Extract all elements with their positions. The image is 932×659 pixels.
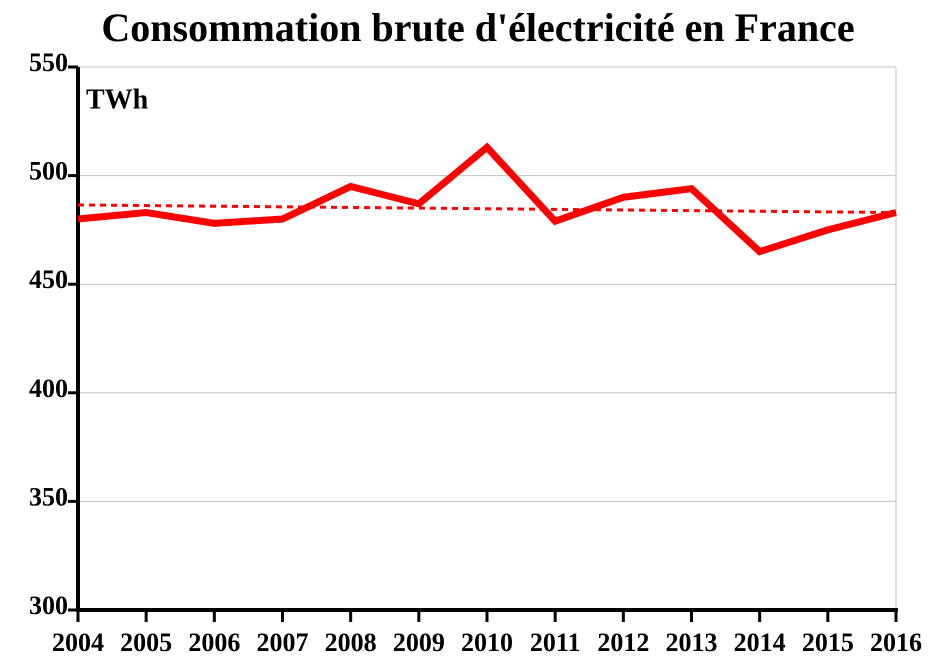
x-tick-label: 2016: [870, 628, 922, 657]
x-tick-label: 2013: [666, 628, 718, 657]
x-tick-label: 2012: [597, 628, 649, 657]
y-tick-label: 300: [29, 591, 68, 620]
x-tick-label: 2011: [530, 628, 581, 657]
x-tick-label: 2008: [325, 628, 377, 657]
chart-title: Consommation brute d'électricité en Fran…: [101, 5, 854, 50]
x-tick-label: 2009: [393, 628, 445, 657]
x-tick-label: 2006: [188, 628, 240, 657]
x-tick-label: 2004: [52, 628, 104, 657]
x-tick-label: 2015: [802, 628, 854, 657]
y-tick-label: 500: [29, 157, 68, 186]
x-tick-label: 2010: [461, 628, 513, 657]
y-tick-label: 550: [29, 48, 68, 77]
x-tick-label: 2014: [734, 628, 786, 657]
unit-label: TWh: [86, 84, 149, 115]
x-tick-label: 2005: [120, 628, 172, 657]
y-tick-label: 350: [29, 482, 68, 511]
y-tick-label: 450: [29, 265, 68, 294]
data-line: [77, 142, 897, 256]
y-tick-label: 400: [29, 374, 68, 403]
x-tick-label: 2007: [257, 628, 309, 657]
trend-line: [77, 203, 897, 215]
